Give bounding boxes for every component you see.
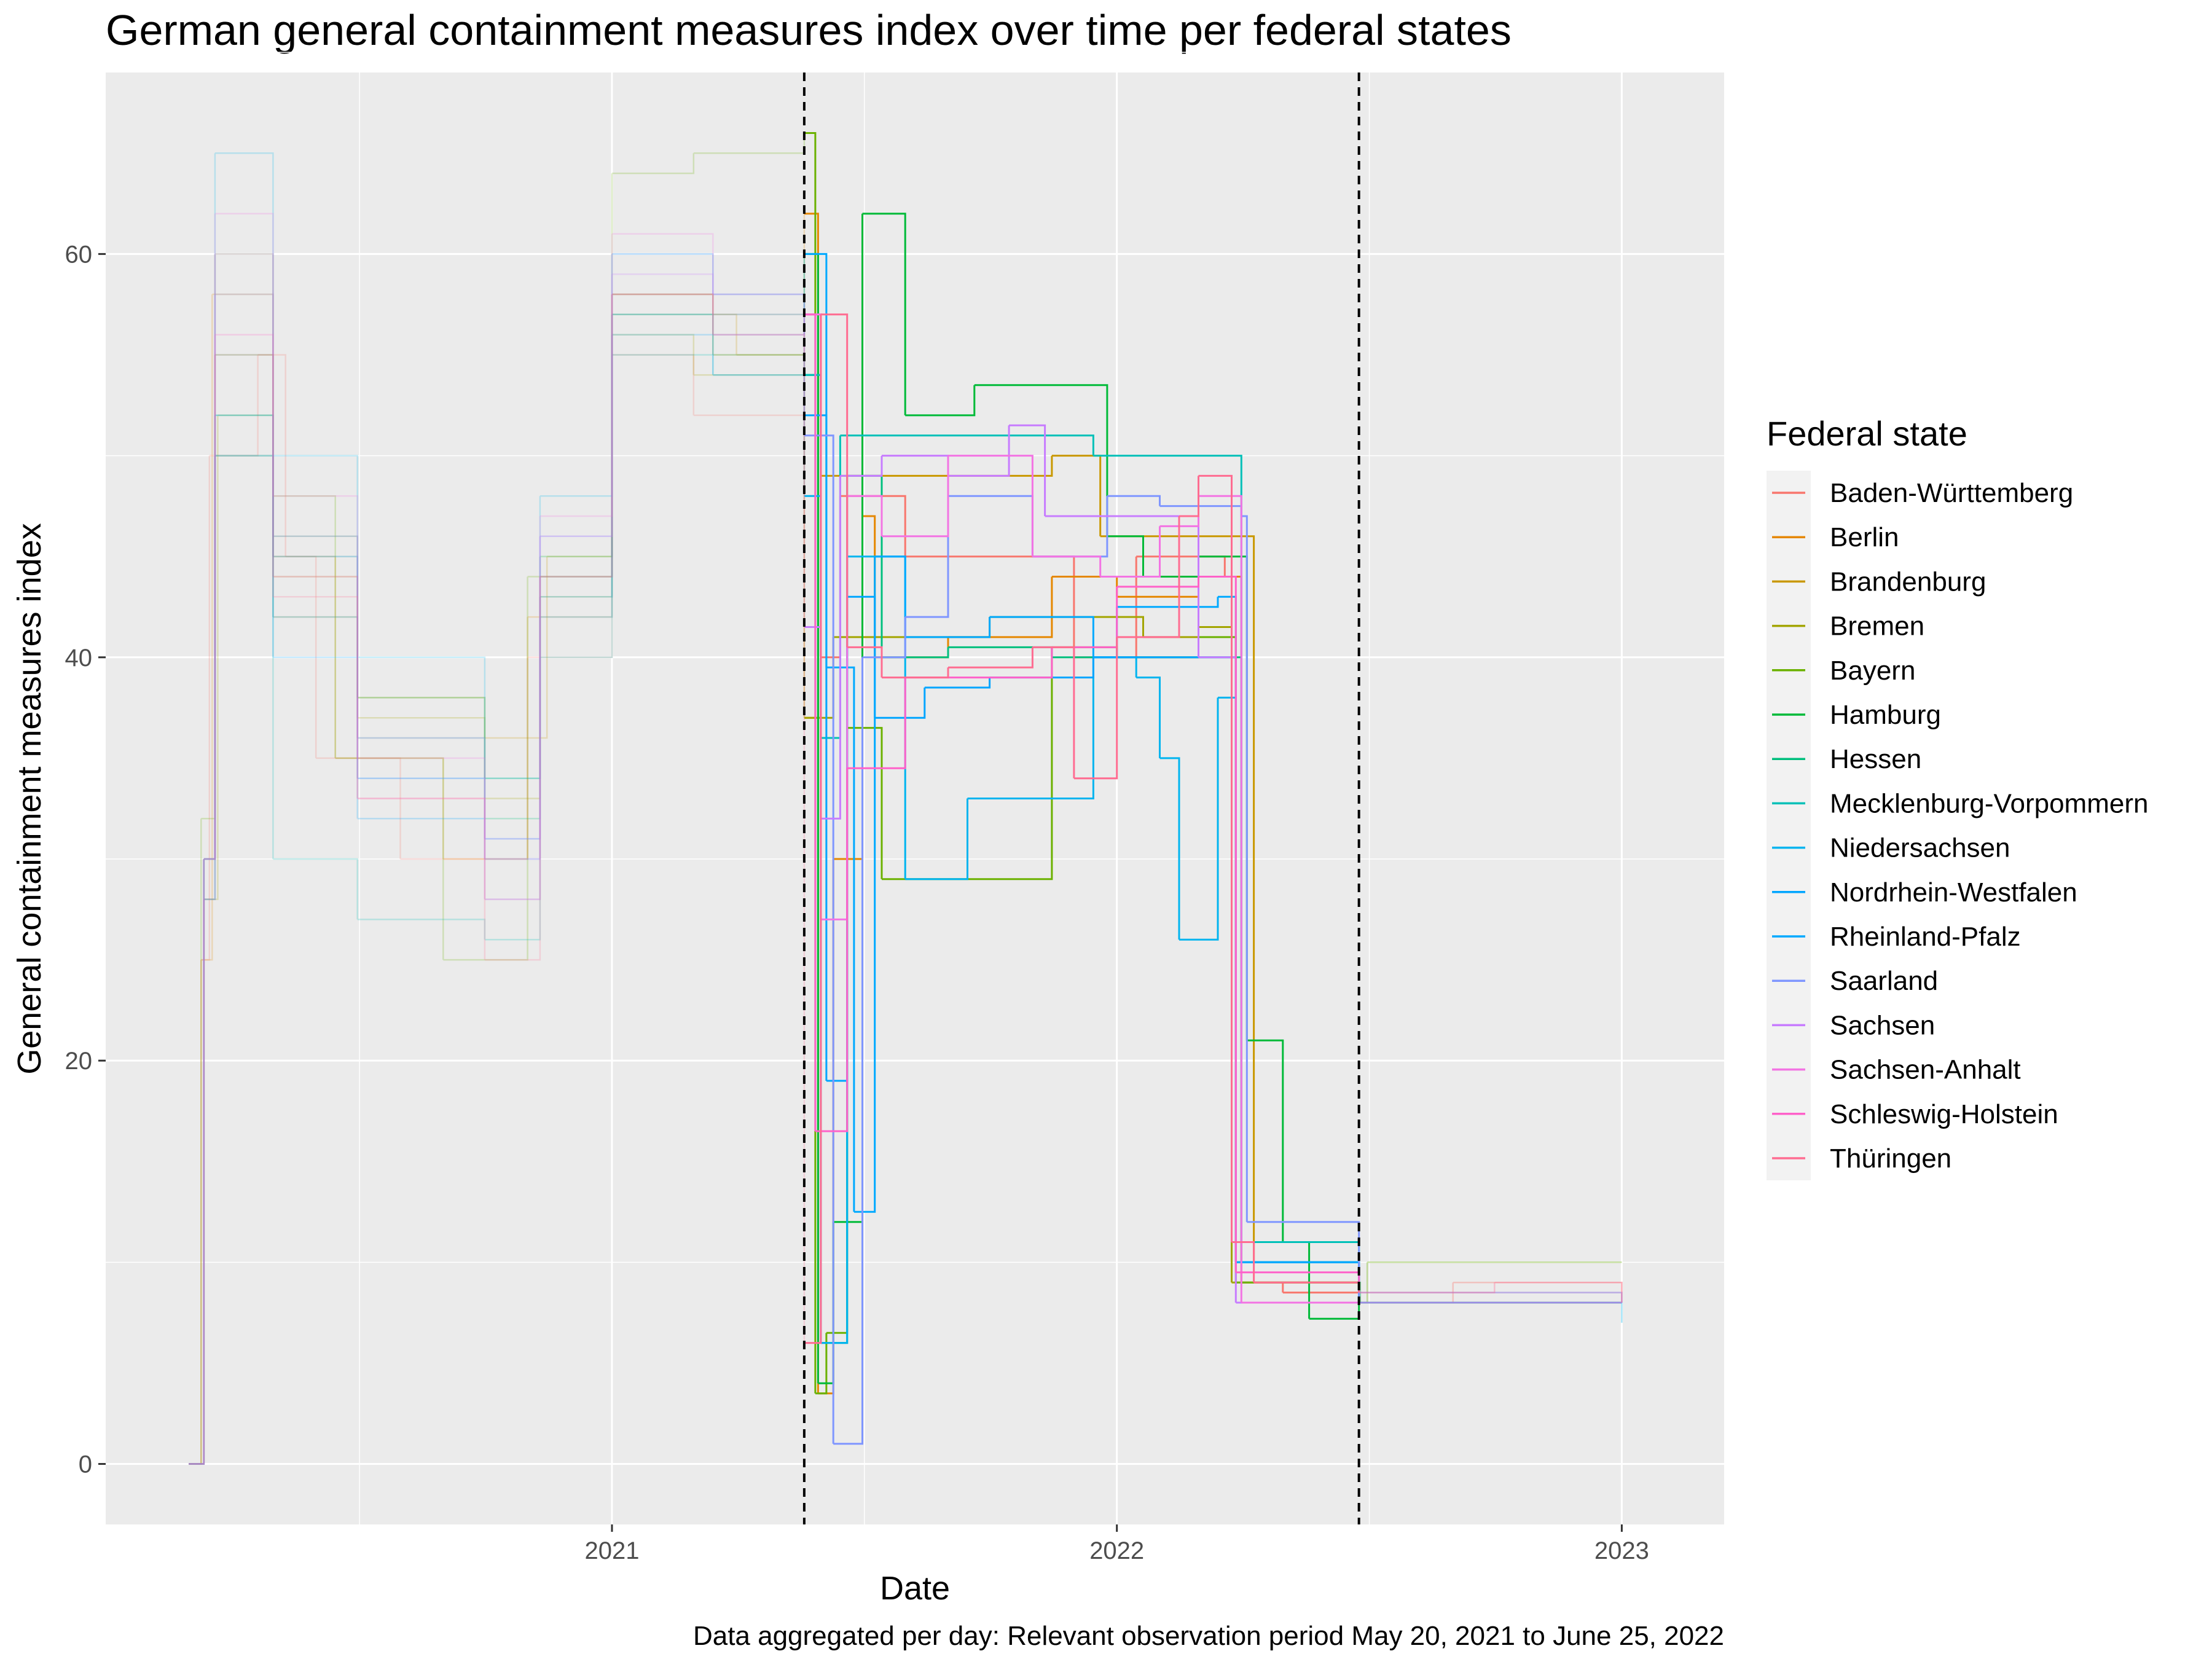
series-line-faded — [189, 314, 806, 1465]
series-line — [804, 313, 1360, 1344]
legend-label: Rheinland-Pfalz — [1830, 922, 2021, 952]
series-line-tail — [1359, 1292, 1623, 1303]
y-tick-label: 60 — [65, 241, 93, 268]
legend-label: Schleswig-Holstein — [1830, 1099, 2058, 1129]
legend-label: Berlin — [1830, 522, 1899, 552]
y-tick-label: 20 — [65, 1048, 93, 1075]
legend-label: Hessen — [1830, 744, 1921, 774]
legend-label: Sachsen — [1830, 1010, 1935, 1040]
x-axis: 2021 2022 2023 — [584, 1524, 1649, 1564]
legend-title: Federal state — [1767, 414, 1967, 453]
legend-label: Thüringen — [1830, 1143, 1951, 1174]
grid-major — [106, 73, 1724, 1524]
series-line-faded — [189, 354, 804, 1465]
series-line-faded — [189, 293, 806, 1465]
legend-items: Baden-Württemberg Berlin Brandenburg Bremen… — [1772, 478, 2148, 1174]
legend: Federal state Baden-Württemberg Berlin Bra… — [1767, 414, 2148, 1180]
y-axis: 0 20 40 60 — [65, 241, 106, 1478]
series-line-tail — [1359, 1301, 1623, 1323]
legend-label: Hamburg — [1830, 700, 1941, 730]
caption: Data aggregated per day: Relevant observ… — [693, 1621, 1724, 1651]
legend-label: Baden-Württemberg — [1830, 478, 2073, 508]
x-tick-label: 2022 — [1089, 1537, 1144, 1564]
x-tick-label: 2021 — [584, 1537, 639, 1564]
series-line-tail — [1359, 1261, 1622, 1304]
series-line-faded — [189, 254, 806, 1465]
series-line-tail — [1359, 1292, 1623, 1303]
legend-label: Mecklenburg-Vorpommern — [1830, 788, 2148, 818]
plot-panel — [106, 73, 1724, 1524]
series-layer — [189, 132, 1623, 1465]
legend-label: Bayern — [1830, 656, 1915, 686]
legend-label: Niedersachsen — [1830, 833, 2010, 863]
y-tick-label: 0 — [79, 1451, 92, 1478]
y-tick-label: 40 — [65, 645, 93, 672]
legend-label: Saarland — [1830, 966, 1938, 996]
series-line-tail — [1359, 1281, 1623, 1304]
legend-label: Brandenburg — [1830, 567, 1986, 597]
series-line-tail — [1359, 1281, 1623, 1303]
legend-label: Bremen — [1830, 611, 1924, 641]
legend-label: Sachsen-Anhalt — [1830, 1055, 2021, 1085]
legend-key-background — [1767, 471, 1811, 1180]
observation-period-lines — [802, 73, 1360, 1524]
legend-label: Nordrhein-Westfalen — [1830, 877, 2077, 908]
x-tick-label: 2023 — [1594, 1537, 1649, 1564]
x-axis-title: Date — [880, 1570, 950, 1607]
series-line-faded — [189, 293, 806, 1465]
chart-title: German general containment measures inde… — [106, 6, 1512, 54]
y-axis-title: General containment measures index — [11, 523, 48, 1075]
